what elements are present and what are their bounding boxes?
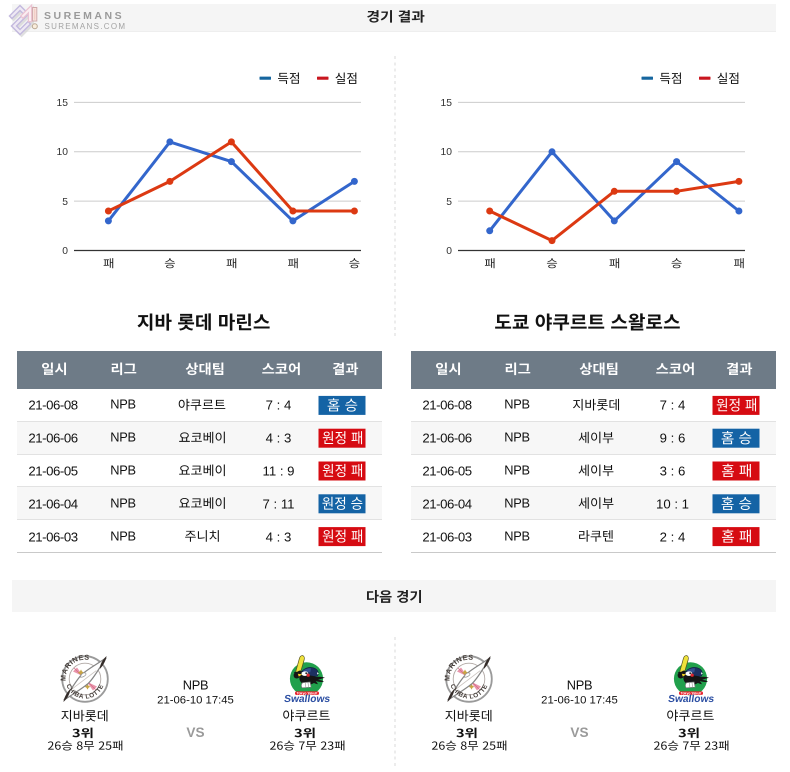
svg-text:Tokyo Yakult: Tokyo Yakult [297,691,319,695]
svg-text:Swallows: Swallows [667,694,715,705]
svg-text:Swallows: Swallows [283,694,331,705]
svg-text:Tokyo Yakult: Tokyo Yakult [681,691,703,695]
